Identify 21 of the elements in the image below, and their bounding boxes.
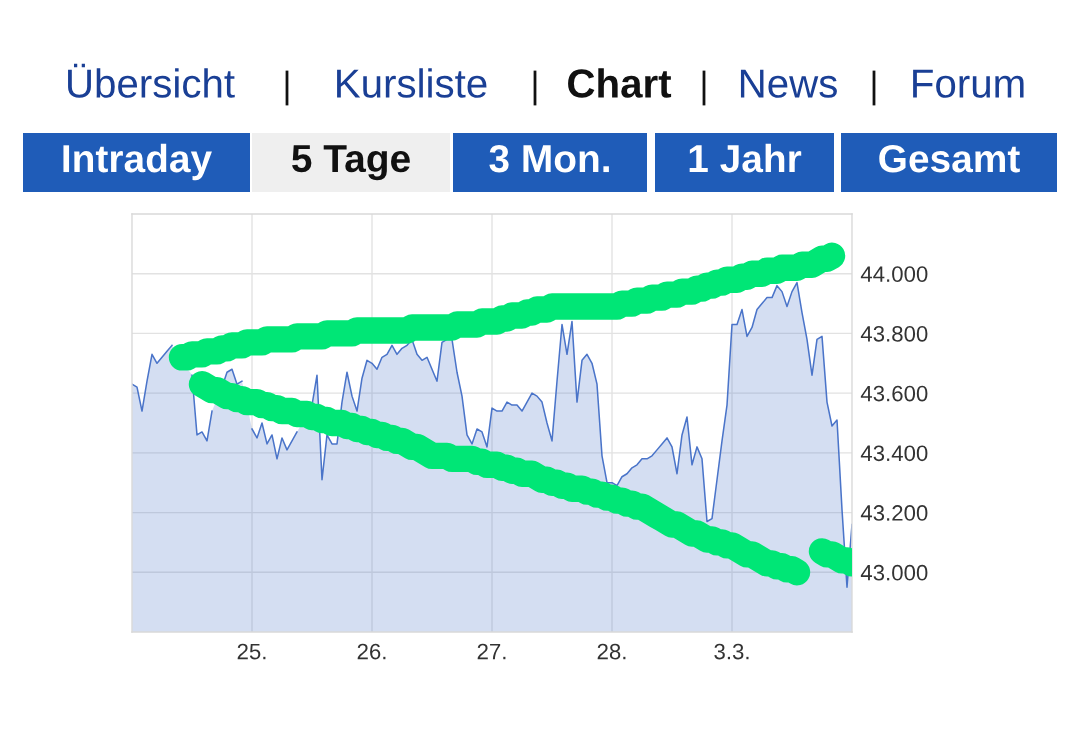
y-tick-label: 43.000: [860, 564, 928, 581]
text: Kursliste: [337, 68, 487, 98]
text: Gesamt: [879, 144, 1020, 173]
y-tick-label: 43.400: [860, 445, 928, 462]
text: Chart: [568, 68, 672, 98]
x-tick-label: 28.: [597, 643, 626, 660]
text: 5 Tage: [292, 145, 410, 181]
x-tick-label: 27.: [477, 643, 506, 660]
y-tick-label: 43.600: [860, 385, 928, 402]
text: Forum: [913, 69, 1024, 98]
text: Intraday: [63, 143, 212, 181]
text: Übersicht: [68, 63, 235, 98]
y-tick-label: 43.800: [860, 325, 928, 342]
y-tick-label: 44.000: [860, 266, 928, 282]
text: 1 Jahr: [689, 143, 802, 173]
text: 3 Mon.: [489, 144, 609, 173]
text: News: [740, 69, 837, 98]
y-tick-label: 43.200: [860, 505, 928, 521]
x-tick-label: 25.: [237, 643, 266, 660]
x-tick-label: 3.3.: [714, 643, 749, 660]
x-tick-label: 26.: [357, 643, 386, 660]
